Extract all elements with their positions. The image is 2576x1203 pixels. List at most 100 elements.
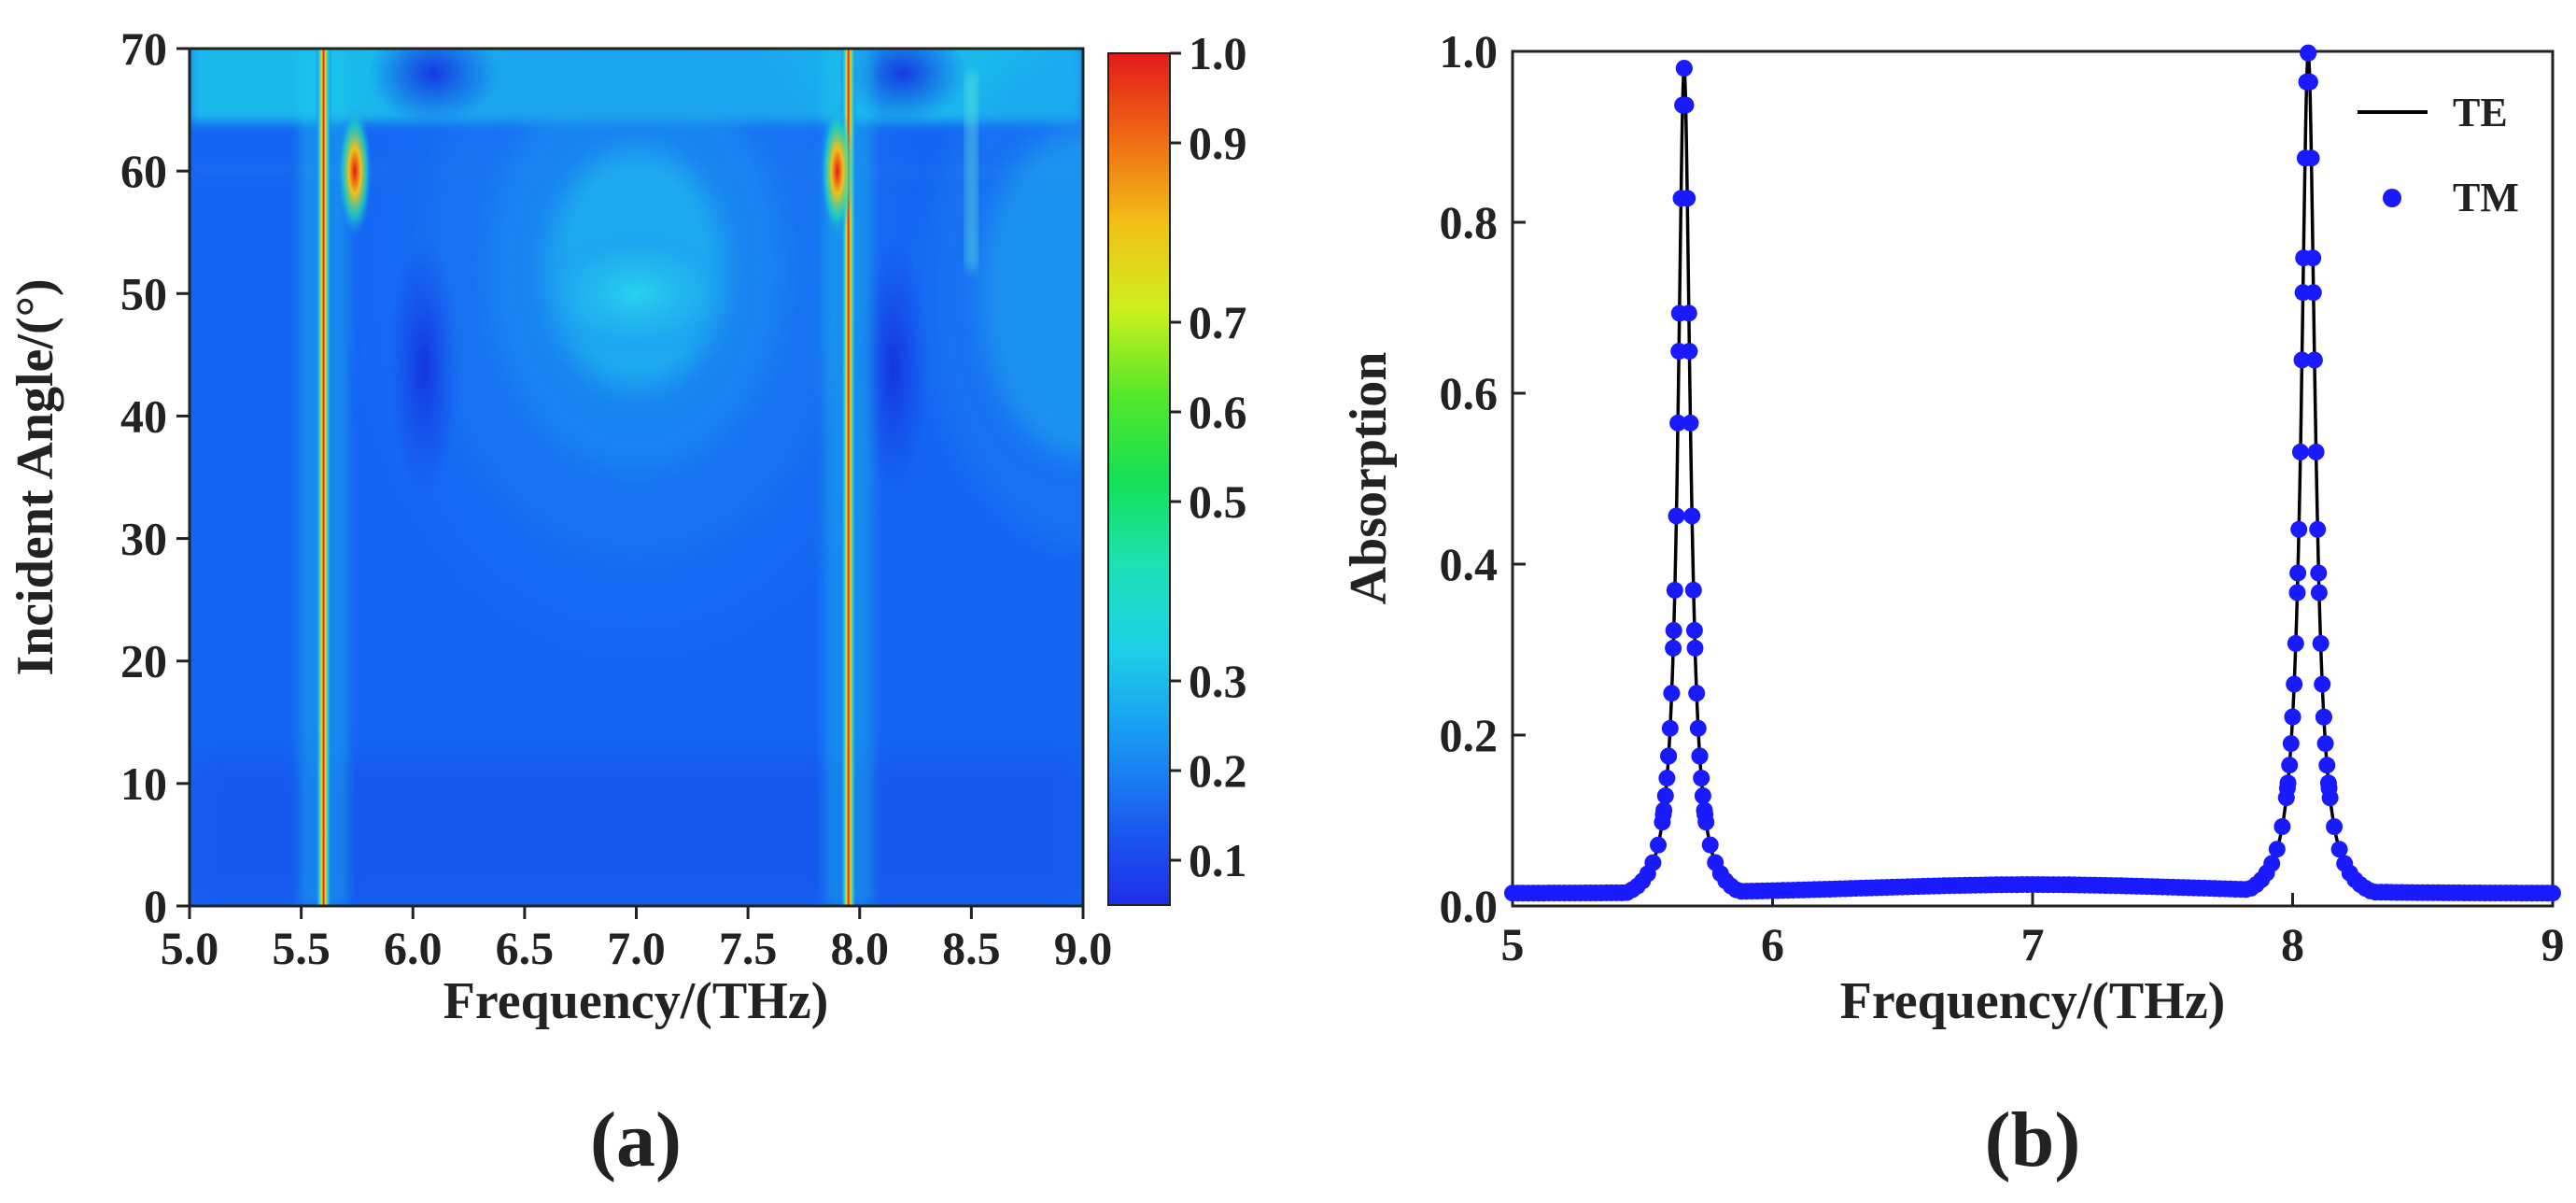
absorption-series [1504, 44, 2561, 902]
heatmap-panel: 5.0 5.5 6.0 6.5 7.0 7.5 8.0 8.5 9.0 0 10 20 30 40 50 6… [7, 22, 1247, 1183]
colorbar-tick-label: 1.0 [1189, 27, 1247, 79]
absorption-y-tick-label: 0.4 [1440, 538, 1499, 590]
absorption-x-tick-label: 9 [2541, 918, 2565, 970]
tm-marker [2307, 443, 2325, 460]
panel-label-b: (b) [1985, 1097, 2081, 1183]
heatmap-y-tick-label: 50 [120, 267, 167, 319]
tm-marker [1691, 747, 1709, 765]
dark-top-lobe-0 [368, 49, 500, 125]
tm-marker [2293, 351, 2311, 369]
heatmap-y-label: Incident Angle/(°) [7, 278, 64, 675]
tm-marker [2315, 708, 2332, 726]
tm-marker [1685, 621, 1703, 639]
tm-marker [1660, 747, 1678, 765]
colorbar-tick-label: 0.1 [1189, 834, 1247, 886]
colorbar-ticks: 0.1 0.2 0.3 0.5 0.6 0.7 0.9 1.0 [1170, 27, 1247, 886]
absorption-panel: 5 6 7 8 9 0.0 0.2 0.4 0.6 0.8 1.0 Frequency/(THz)… [1340, 25, 2565, 1183]
absorption-y-tick-label: 0.2 [1440, 709, 1499, 761]
tm-marker [1658, 770, 1676, 787]
tm-marker [1656, 787, 1674, 804]
tm-marker [1675, 60, 1693, 78]
absorption-x-tick-label: 6 [1761, 918, 1784, 970]
heatmap-surface [190, 49, 1083, 906]
tm-marker [2287, 634, 2304, 652]
heatmap-x-tick-label: 6.0 [384, 922, 443, 974]
heatmap-x-tick-label: 5.5 [272, 922, 331, 974]
tm-marker [1701, 836, 1719, 854]
weak-line [967, 73, 976, 270]
tm-marker [2290, 520, 2308, 538]
tm-marker [2330, 841, 2348, 858]
tm-marker [1665, 622, 1682, 639]
tm-marker [2273, 818, 2291, 835]
tm-marker [2301, 73, 2318, 91]
absorption-x-label: Frequency/(THz) [1840, 972, 2226, 1030]
tm-marker [1663, 685, 1681, 702]
te-series-line [1513, 52, 2553, 895]
absorption-y-tick-label: 0.0 [1440, 880, 1499, 932]
absorption-x-tick-label: 7 [2021, 918, 2045, 970]
heatmap-x-tick-label: 7.5 [719, 922, 778, 974]
tm-marker [2286, 675, 2303, 693]
tm-marker [2326, 818, 2344, 836]
tm-marker [2282, 735, 2300, 753]
tm-marker [1684, 581, 1702, 599]
tm-marker [1665, 639, 1682, 657]
legend-te-label: TE [2453, 90, 2508, 135]
tm-marker [1694, 787, 1711, 804]
heatmap-x-tick-label: 5.0 [161, 922, 219, 974]
tm-marker [2304, 284, 2322, 302]
tm-marker [2310, 584, 2328, 602]
heatmap-y-tick-label: 10 [120, 757, 167, 810]
tm-marker [2314, 675, 2331, 693]
tm-marker [2288, 584, 2306, 602]
heatmap-y-tick-label: 30 [120, 513, 167, 565]
absorption-y-tick-label: 0.6 [1440, 367, 1499, 419]
tm-marker [2291, 443, 2309, 460]
tm-marker [2300, 44, 2317, 62]
panel-label-a: (a) [590, 1097, 682, 1183]
tm-marker [2310, 564, 2328, 582]
tm-marker [1682, 414, 1699, 432]
legend-tm-swatch [2383, 189, 2401, 207]
absorption-x-axis: 5 6 7 8 9 [1501, 893, 2565, 970]
absorption-y-label: Absorption [1340, 352, 1398, 605]
legend: TE TM [2358, 90, 2519, 220]
dark-lobe-1 [857, 235, 929, 498]
heatmap-y-tick-label: 20 [120, 635, 167, 687]
colorbar-tick-label: 0.3 [1189, 655, 1247, 707]
tm-marker [1681, 343, 1698, 361]
heatmap-x-tick-label: 8.0 [831, 922, 890, 974]
heatmap-x-tick-label: 8.5 [942, 922, 1001, 974]
split-band-0 [338, 106, 373, 237]
tm-marker [2309, 520, 2327, 538]
heatmap-x-tick-label: 9.0 [1054, 922, 1113, 974]
tm-marker [1680, 304, 1697, 322]
tm-marker [2302, 149, 2320, 167]
tm-marker [1688, 685, 1706, 702]
absorption-line-0 [315, 49, 332, 906]
tm-marker [1683, 507, 1701, 525]
absorption-y-axis: 0.0 0.2 0.4 0.6 0.8 1.0 [1440, 25, 1526, 932]
tm-marker [1689, 719, 1707, 737]
tm-marker [1650, 836, 1667, 854]
center-glow [533, 228, 739, 360]
heatmap-y-tick-label: 60 [120, 145, 167, 197]
tm-marker [2544, 885, 2561, 902]
colorbar-tick-label: 0.2 [1189, 744, 1247, 797]
tm-marker [2268, 841, 2286, 858]
legend-tm-label: TM [2453, 175, 2519, 220]
tm-marker [1669, 414, 1687, 432]
heatmap-y-tick-label: 40 [120, 389, 167, 442]
tm-marker [2318, 757, 2336, 774]
heatmap-y-axis: 0 10 20 30 40 50 60 70 [120, 22, 190, 932]
tm-marker [2304, 249, 2322, 267]
tm-marker [1686, 639, 1704, 657]
tm-marker [1679, 190, 1696, 207]
colorbar-tick-label: 0.6 [1189, 386, 1247, 438]
heatmap-x-tick-label: 6.5 [496, 922, 555, 974]
heatmap-x-tick-label: 7.0 [607, 922, 666, 974]
edge-arc-1 [980, 129, 1083, 459]
colorbar-tick-label: 0.7 [1189, 296, 1247, 348]
